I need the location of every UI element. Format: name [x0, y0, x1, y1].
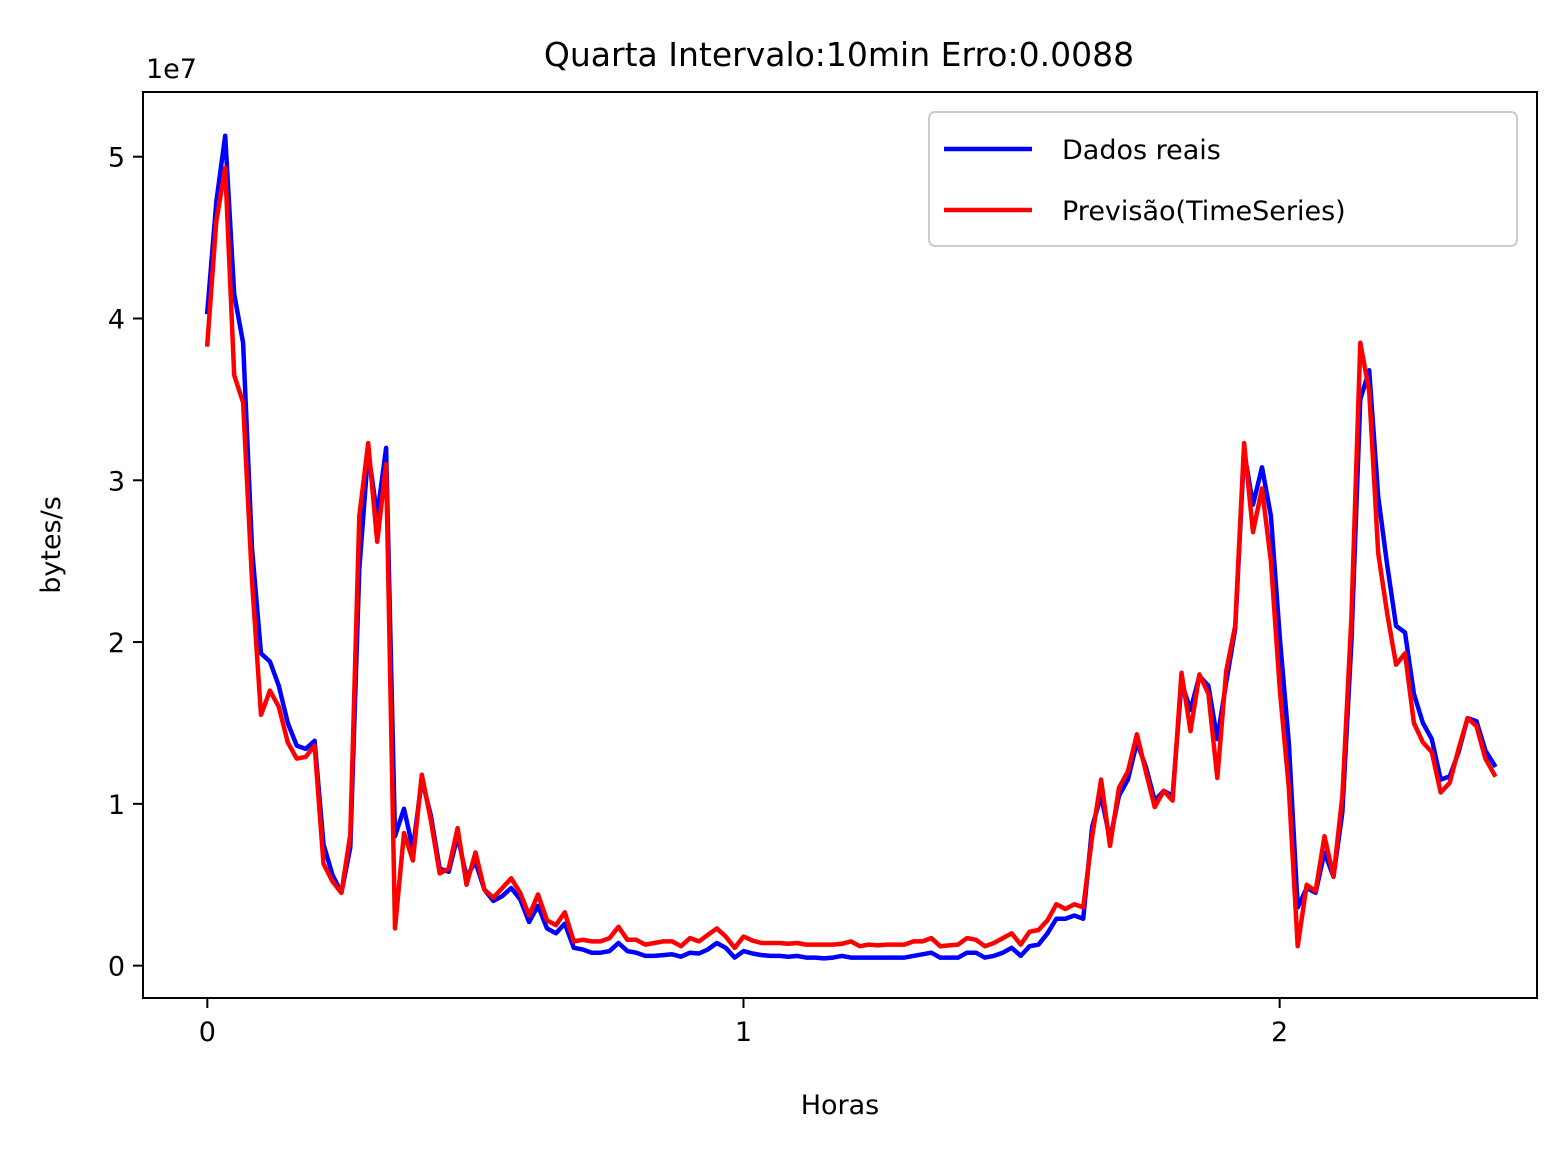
y-tick-label: 2 — [108, 628, 125, 659]
x-tick-label: 2 — [1271, 1017, 1288, 1048]
y-axis-label: bytes/s — [36, 496, 67, 594]
series-group — [204, 133, 1498, 961]
x-axis-label: Horas — [801, 1090, 880, 1121]
x-axis: 0 1 2 — [199, 998, 1288, 1048]
y-axis: 0 1 2 3 4 5 — [108, 143, 143, 983]
legend-label: Previsão(TimeSeries) — [1062, 196, 1346, 227]
y-tick-label: 5 — [108, 143, 125, 174]
y-tick-label: 4 — [108, 305, 125, 336]
y-tick-label: 3 — [108, 466, 125, 497]
y-tick-label: 1 — [108, 790, 125, 821]
legend: Dados reais Previsão(TimeSeries) — [928, 111, 1518, 247]
chart-title: Quarta Intervalo:10min Erro:0.0088 — [544, 35, 1134, 74]
plot-frame — [142, 91, 1538, 999]
y-scale-label: 1e7 — [146, 54, 197, 85]
legend-box — [928, 111, 1518, 247]
x-tick-label: 0 — [199, 1017, 216, 1048]
series-line-previsao — [204, 165, 1498, 951]
x-tick-label: 1 — [735, 1017, 752, 1048]
y-tick-label: 0 — [108, 952, 125, 983]
legend-label: Dados reais — [1062, 135, 1221, 166]
